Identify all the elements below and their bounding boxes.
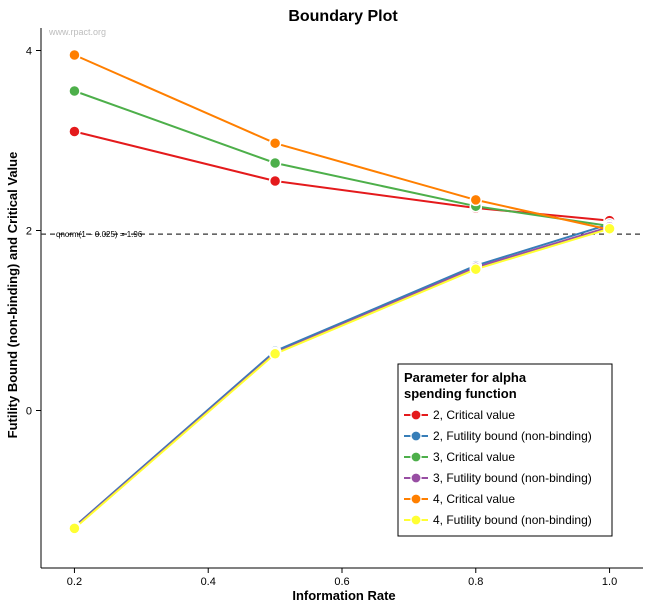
chart-title: Boundary Plot xyxy=(288,8,398,25)
legend-label: 4, Critical value xyxy=(433,492,515,506)
x-tick-label: 0.4 xyxy=(201,576,216,588)
y-axis-title: Futility Bound (non-binding) and Critica… xyxy=(5,152,20,439)
y-tick-label: 2 xyxy=(26,226,32,238)
legend-box xyxy=(397,363,613,537)
series-1-point xyxy=(68,125,81,138)
series-line-6 xyxy=(73,227,610,530)
legend-label: 3, Futility bound (non-binding) xyxy=(433,471,592,485)
y-tick-label: 0 xyxy=(26,406,32,418)
legend-swatch-point xyxy=(410,493,422,505)
watermark: www.rpact.org xyxy=(48,27,106,37)
x-tick-label: 0.2 xyxy=(67,576,82,588)
y-tick-label: 4 xyxy=(26,46,32,58)
legend-swatch-point xyxy=(410,514,422,526)
series-3-point xyxy=(68,84,81,98)
legend-title-line2: spending function xyxy=(404,386,517,401)
series-line-2 xyxy=(73,223,610,528)
legend-label: 2, Critical value xyxy=(433,408,515,422)
series-6-point xyxy=(603,222,616,235)
series-3-point xyxy=(268,156,282,170)
series-line-1 xyxy=(74,130,610,222)
legend-swatch-point xyxy=(410,451,422,463)
legend-swatch-point xyxy=(410,472,422,484)
series-6-point xyxy=(68,522,81,535)
axes: 0.2 0.4 0.6 0.8 1.0 0 2 4 xyxy=(26,28,643,588)
legend: Parameter for alpha spending function 2,… xyxy=(397,363,613,537)
legend-label: 2, Futility bound (non-binding) xyxy=(433,429,592,443)
legend-swatch-point xyxy=(410,409,422,421)
series-5-point xyxy=(268,136,282,150)
legend-label: 4, Futility bound (non-binding) xyxy=(433,513,592,527)
series-line-5 xyxy=(74,54,610,231)
legend-title-line1: Parameter for alpha xyxy=(404,370,527,385)
x-tick-label: 0.6 xyxy=(334,576,349,588)
series-layer xyxy=(68,48,616,535)
series-line-3 xyxy=(74,90,610,227)
series-1-point xyxy=(268,174,282,188)
legend-swatch-point xyxy=(410,430,422,442)
reference-line: qnorm(1 − 0.025) = 1.96 xyxy=(41,230,643,239)
reference-line-label: qnorm(1 − 0.025) = 1.96 xyxy=(56,230,143,239)
x-axis-title: Information Rate xyxy=(292,588,395,603)
x-tick-label: 0.8 xyxy=(468,576,483,588)
series-5-point xyxy=(469,193,483,207)
x-tick-label: 1.0 xyxy=(602,576,617,588)
series-5-point xyxy=(68,48,81,62)
legend-label: 3, Critical value xyxy=(433,450,515,464)
series-6-point xyxy=(268,347,282,361)
series-6-point xyxy=(469,262,483,276)
